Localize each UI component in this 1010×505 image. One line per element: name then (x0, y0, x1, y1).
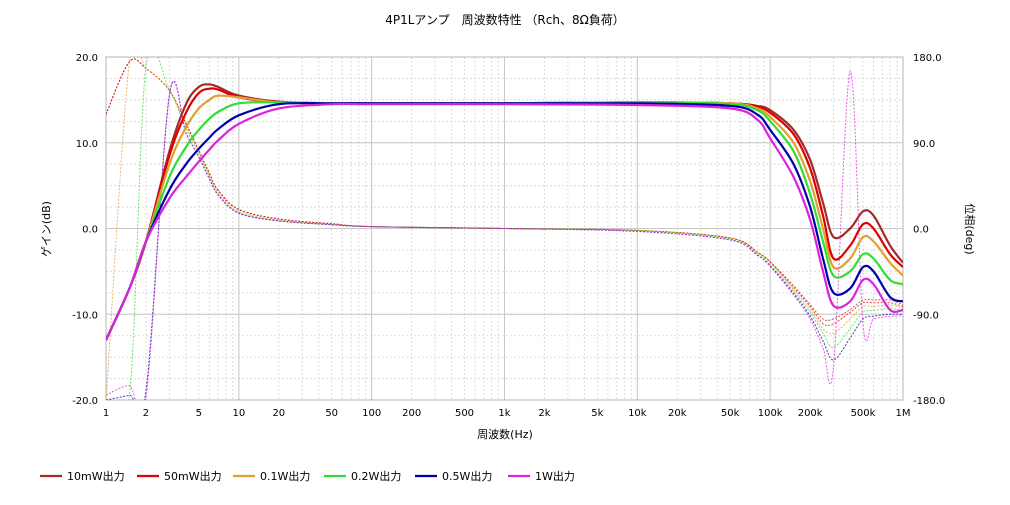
series-6-phase-line (106, 70, 903, 400)
y-tick-label: 0.0 (82, 225, 98, 236)
series-3-phase-line (106, 57, 903, 400)
y-tick-label: 20.0 (76, 53, 98, 64)
legend-entry-label: 0.5W出力 (442, 469, 492, 483)
x-tick-label: 200 (402, 408, 421, 419)
gain-series-group (106, 83, 903, 341)
y2-tick-label: 0.0 (913, 225, 929, 236)
x-tick-label: 20 (272, 408, 285, 419)
phase-series-group (106, 57, 903, 400)
x-tick-label: 200k (798, 408, 823, 419)
series-6-gain-line (106, 102, 903, 341)
x-tick-label: 100k (758, 408, 783, 419)
plot-area-border (105, 56, 904, 401)
x-tick-label: 50k (721, 408, 740, 419)
x-tick-label: 1 (103, 408, 109, 419)
y-tick-label: 10.0 (76, 139, 98, 150)
y-axis-ticks: 20.0 10.0 0.0 -10.0 -20.0 (72, 53, 98, 407)
y-tick-label: -20.0 (72, 396, 98, 407)
x-tick-label: 10k (628, 408, 647, 419)
chart-title: 4P1Lアンプ 周波数特性 （Rch、8Ω負荷） (385, 12, 625, 27)
y-tick-label: -10.0 (72, 310, 98, 321)
x-tick-label: 500 (455, 408, 474, 419)
x-tick-label: 1k (498, 408, 510, 419)
legend-entry-label: 0.2W出力 (351, 469, 401, 483)
y2-axis-ticks: 180.0 90.0 0.0 -90.0 -180.0 (913, 53, 945, 407)
y2-tick-label: 90.0 (913, 139, 935, 150)
x-tick-label: 1M (896, 408, 911, 419)
y-axis-label: ゲイン(dB) (40, 201, 53, 257)
x-tick-label: 2 (143, 408, 149, 419)
legend-entry-label: 50mW出力 (164, 469, 222, 483)
x-tick-label: 5k (591, 408, 603, 419)
x-tick-label: 10 (232, 408, 245, 419)
x-axis-ticks: 1 2 5 10 20 50 100 200 500 1k 2k 5k 10k 20k 50k 100k 200… (103, 408, 911, 419)
y2-tick-label: -90.0 (913, 310, 939, 321)
legend: 10mW出力 50mW出力 0.1W出力 0.2W出力 0.5W出力 1W出力 (40, 469, 575, 483)
x-axis-label: 周波数(Hz) (477, 428, 533, 441)
series-4-phase-line (106, 57, 903, 400)
x-tick-label: 2k (538, 408, 550, 419)
x-tick-label: 50 (325, 408, 338, 419)
y2-tick-label: 180.0 (913, 53, 942, 64)
legend-entry-label: 1W出力 (535, 469, 575, 483)
x-tick-label: 500k (851, 408, 876, 419)
y2-tick-label: -180.0 (913, 396, 945, 407)
x-tick-label: 20k (668, 408, 687, 419)
legend-entry-label: 0.1W出力 (260, 469, 310, 483)
x-tick-label: 5 (196, 408, 202, 419)
series-5-gain-line (106, 101, 903, 341)
legend-entry-label: 10mW出力 (67, 469, 125, 483)
y2-axis-label: 位相(deg) (963, 203, 977, 254)
x-tick-label: 100 (362, 408, 381, 419)
